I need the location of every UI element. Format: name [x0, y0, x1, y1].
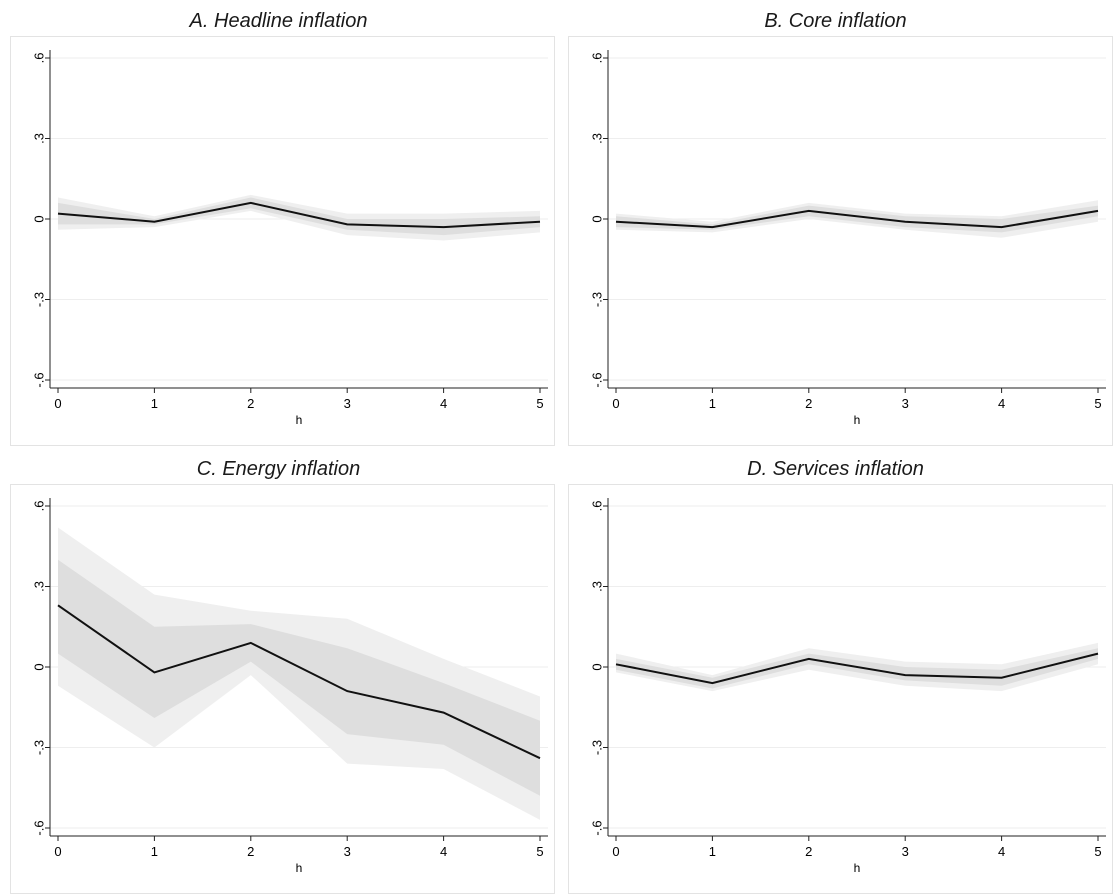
x-tick-label: 1	[151, 844, 158, 859]
chart-panel-d: -.6 -.3 0 .3 .6 0 1 2 3 4 5 h	[568, 484, 1113, 894]
y-tick-label: .6	[589, 501, 604, 512]
panel-a-title: A. Headline inflation	[189, 10, 368, 32]
x-tick-label: 5	[536, 396, 543, 411]
panel-b-title: B. Core inflation	[764, 10, 907, 32]
series-line	[57, 604, 541, 760]
y-tick-label: -.6	[589, 820, 604, 835]
x-tick-label: 2	[805, 396, 812, 411]
y-tick-label: 0	[589, 663, 604, 670]
y-tick-label: -.3	[31, 292, 46, 307]
panel-frame	[10, 36, 555, 446]
x-tick-label: 0	[54, 396, 61, 411]
y-tick-label: -.6	[589, 372, 604, 387]
panel-frame	[568, 36, 1113, 446]
y-tick-label: .3	[589, 133, 604, 144]
x-tick-label: 3	[344, 396, 351, 411]
y-tick-label: .6	[589, 53, 604, 64]
x-tick-label: 1	[151, 396, 158, 411]
chart-panel-a: -.6 -.3 0 .3 .6 0 1 2 3 4 5 h	[10, 36, 555, 446]
x-tick-label: 3	[344, 844, 351, 859]
confidence-band	[58, 559, 540, 796]
x-tick-label: 5	[536, 844, 543, 859]
x-tick-label: 0	[612, 396, 619, 411]
x-tick-label: 4	[440, 396, 447, 411]
y-tick-label: .6	[31, 501, 46, 512]
x-tick-label: 1	[709, 396, 716, 411]
x-tick-label: 3	[902, 396, 909, 411]
chart-panel-c: -.6 -.3 0 .3 .6 0 1 2 3 4 5 h	[10, 484, 555, 894]
x-tick-label: 0	[54, 844, 61, 859]
y-tick-label: .3	[589, 581, 604, 592]
y-tick-label: .6	[31, 53, 46, 64]
x-tick-label: 4	[998, 396, 1005, 411]
x-tick-label: 2	[247, 844, 254, 859]
y-tick-label: -.3	[589, 740, 604, 755]
x-axis-label: h	[296, 413, 303, 427]
x-tick-label: 5	[1094, 844, 1101, 859]
y-tick-label: -.6	[31, 820, 46, 835]
series-line	[615, 209, 1099, 229]
x-tick-label: 2	[247, 396, 254, 411]
x-tick-label: 4	[998, 844, 1005, 859]
y-tick-label: 0	[31, 215, 46, 222]
x-axis-label: h	[296, 861, 303, 875]
x-axis-label: h	[854, 413, 861, 427]
x-tick-label: 1	[709, 844, 716, 859]
panel-d-title: D. Services inflation	[747, 458, 924, 480]
y-tick-label: -.3	[31, 740, 46, 755]
y-tick-label: 0	[31, 663, 46, 670]
series-line	[615, 652, 1099, 685]
x-tick-label: 4	[440, 844, 447, 859]
x-tick-label: 3	[902, 844, 909, 859]
x-tick-label: 0	[612, 844, 619, 859]
y-tick-label: .3	[31, 133, 46, 144]
confidence-band	[616, 648, 1098, 689]
x-tick-label: 5	[1094, 396, 1101, 411]
x-tick-label: 2	[805, 844, 812, 859]
panel-c-title: C. Energy inflation	[196, 458, 361, 480]
y-tick-label: 0	[589, 215, 604, 222]
panel-frame	[568, 484, 1113, 894]
y-tick-label: -.3	[589, 292, 604, 307]
y-tick-label: -.6	[31, 372, 46, 387]
y-tick-label: .3	[31, 581, 46, 592]
x-axis-label: h	[854, 861, 861, 875]
series-line	[57, 201, 541, 229]
chart-panel-b: -.6 -.3 0 .3 .6 0 1 2 3 4 5 h	[568, 36, 1113, 446]
